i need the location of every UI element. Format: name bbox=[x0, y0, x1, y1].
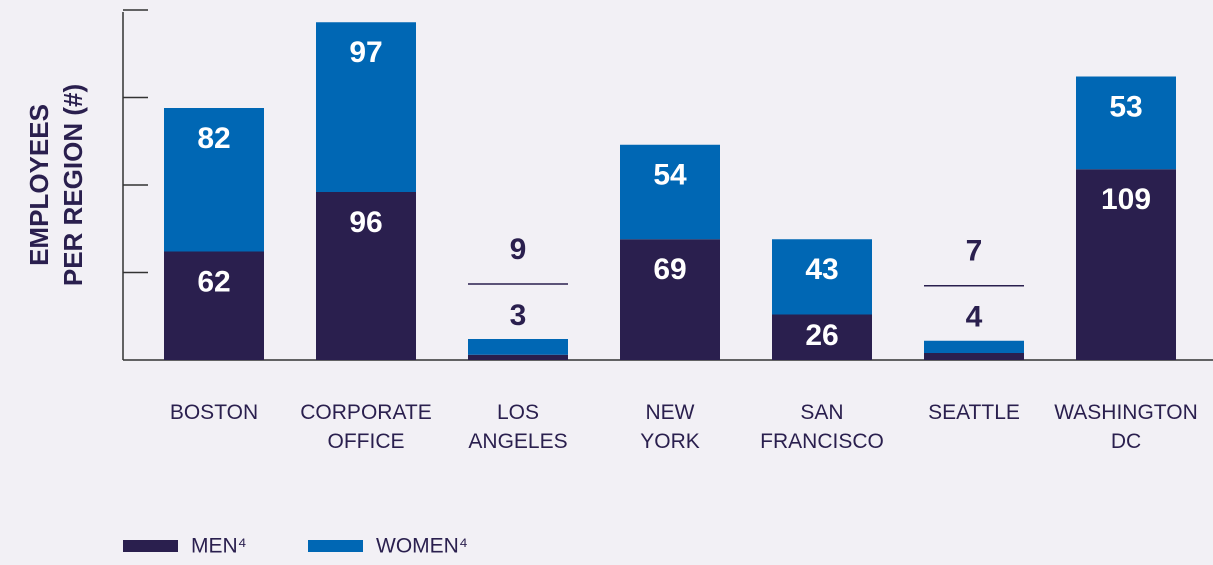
bar-segment bbox=[164, 251, 264, 360]
data-label: 69 bbox=[653, 253, 686, 286]
legend-swatch bbox=[308, 540, 363, 552]
data-label: 97 bbox=[349, 36, 382, 69]
data-label: 4 bbox=[966, 301, 983, 334]
bar-segment bbox=[468, 339, 568, 355]
x-tick-label: BOSTON bbox=[170, 401, 258, 424]
bar-segment bbox=[620, 239, 720, 360]
data-label: 53 bbox=[1109, 90, 1142, 123]
bar-segment bbox=[620, 144, 720, 240]
data-label: 9 bbox=[510, 233, 527, 266]
bar-segment bbox=[164, 108, 264, 252]
legend-label: MEN⁴ bbox=[191, 535, 247, 558]
bar-segment bbox=[468, 354, 568, 360]
legend-label: WOMEN⁴ bbox=[376, 535, 468, 558]
data-label: 82 bbox=[197, 122, 230, 155]
data-label: 7 bbox=[966, 235, 983, 268]
x-tick-label: NEW YORK bbox=[640, 401, 700, 453]
data-label: 3 bbox=[510, 299, 527, 332]
x-tick-label: WASHINGTON DC bbox=[1054, 401, 1198, 453]
data-label: 96 bbox=[349, 206, 382, 239]
data-label: 43 bbox=[805, 253, 838, 286]
bar-segment bbox=[316, 22, 416, 192]
bar-segment bbox=[1076, 169, 1176, 360]
bar-segment bbox=[772, 239, 872, 315]
bar-segment bbox=[924, 353, 1024, 360]
legend-swatch bbox=[123, 540, 178, 552]
data-label: 26 bbox=[805, 319, 838, 352]
bar-segment bbox=[316, 192, 416, 360]
data-label: 62 bbox=[197, 265, 230, 298]
x-tick-label: CORPORATE OFFICE bbox=[300, 401, 431, 453]
data-label: 54 bbox=[653, 159, 687, 192]
x-tick-label: SEATTLE bbox=[928, 401, 1020, 424]
bar-segment bbox=[1076, 76, 1176, 170]
x-tick-label: SAN FRANCISCO bbox=[760, 401, 884, 453]
y-axis-label: EMPLOYEES PER REGION (#) bbox=[24, 84, 88, 286]
x-tick-label: LOS ANGELES bbox=[468, 401, 567, 453]
bar-segment bbox=[924, 340, 1024, 353]
bar-segment bbox=[772, 314, 872, 360]
data-label: 109 bbox=[1101, 183, 1151, 216]
